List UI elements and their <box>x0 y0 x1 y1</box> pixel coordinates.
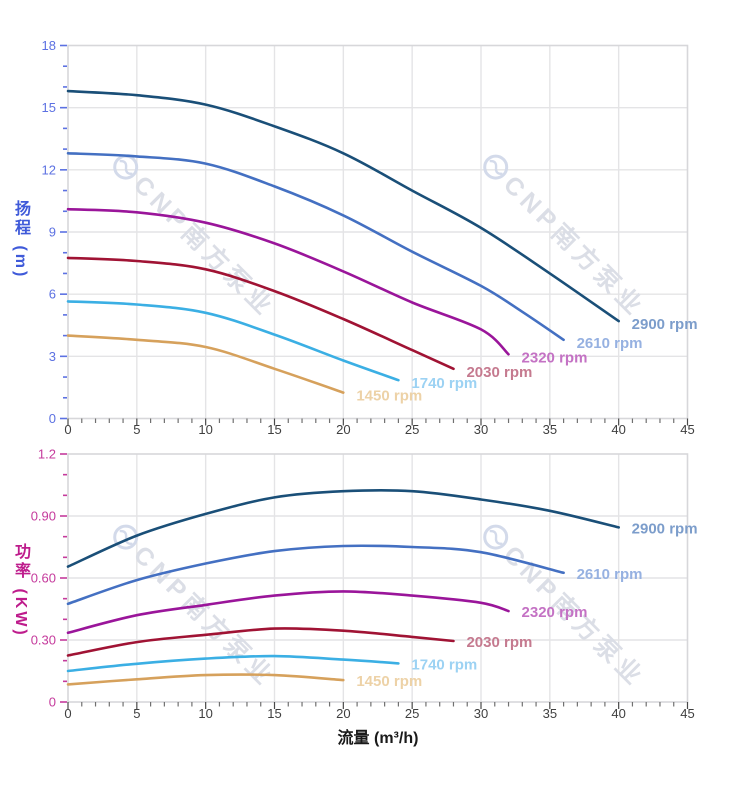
x-tick-label: 20 <box>336 706 350 721</box>
curve-1740-rpm <box>66 654 400 673</box>
watermark-text: CNP南方泵业 <box>128 170 281 323</box>
curve-1740-rpm <box>66 300 400 382</box>
curve-label-2030-rpm: 2030 rpm <box>466 634 532 651</box>
x-tick-label: 10 <box>198 706 212 721</box>
curve-label-2900-rpm: 2900 rpm <box>632 316 698 333</box>
curve-1450-rpm <box>66 673 345 686</box>
curve-1450-rpm <box>66 334 345 394</box>
curve-2610-rpm <box>66 152 565 342</box>
chart-head-vs-flow: 0 5 10 15 20 25 30 35 40 45 0 3 6 9 12 15 18 CNP南方泵业 CNP南方… <box>42 38 698 437</box>
curve-label-2320-rpm: 2320 rpm <box>522 604 588 621</box>
curve-2320-rpm <box>66 207 510 356</box>
y-tick-label: 0.90 <box>31 509 56 524</box>
curve-2900-rpm <box>66 488 620 568</box>
x-tick-label: 5 <box>133 422 140 437</box>
curve-2030-rpm <box>66 256 455 371</box>
cnp-logo-wave-icon <box>119 529 133 546</box>
curve-label-1740-rpm: 1740 rpm <box>411 375 477 392</box>
x-tick-label: 25 <box>405 706 419 721</box>
x-tick-label: 30 <box>474 706 488 721</box>
y-tick-label: 9 <box>49 225 56 240</box>
curve-2030-rpm <box>66 627 455 657</box>
x-tick-label: 15 <box>267 422 281 437</box>
y-tick-label: 12 <box>42 162 56 177</box>
x-tick-label: 10 <box>198 422 212 437</box>
y-axis-title-power: 功率 (KW) <box>12 543 29 638</box>
y-tick-label: 6 <box>49 287 56 302</box>
curve-label-2320-rpm: 2320 rpm <box>522 349 588 366</box>
curve-label-1450-rpm: 1450 rpm <box>356 673 422 690</box>
curve-2900-rpm <box>66 89 620 323</box>
x-tick-label: 5 <box>133 706 140 721</box>
x-ticks <box>67 702 689 709</box>
curve-label-2610-rpm: 2610 rpm <box>577 566 643 583</box>
y-ticks <box>60 453 67 703</box>
y-tick-label: 0 <box>49 411 56 426</box>
y-tick-label: 0.30 <box>31 633 56 648</box>
plot-frame <box>67 44 689 420</box>
y-tick-label: 1.2 <box>38 447 56 462</box>
cnp-logo-icon <box>483 154 509 180</box>
x-tick-label: 45 <box>680 422 694 437</box>
y-axis-title-head: 扬程 (m) <box>12 200 29 280</box>
x-tick-label: 30 <box>474 422 488 437</box>
curve-label-1740-rpm: 1740 rpm <box>411 656 477 673</box>
x-tick-label: 0 <box>64 706 71 721</box>
curve-2320-rpm <box>66 590 510 635</box>
cnp-logo-icon <box>483 524 509 550</box>
x-axis-title-flow: 流量 (m³/h) <box>337 730 419 747</box>
x-tick-label: 35 <box>543 422 557 437</box>
x-tick-label: 40 <box>611 422 625 437</box>
y-tick-label: 0 <box>49 695 56 710</box>
cnp-logo-icon <box>113 154 139 180</box>
x-tick-label: 40 <box>611 706 625 721</box>
cnp-logo-wave-icon <box>119 159 133 176</box>
x-tick-label: 35 <box>543 706 557 721</box>
cnp-logo-wave-icon <box>489 159 503 176</box>
gridlines <box>68 45 688 419</box>
x-tick-label: 45 <box>680 706 694 721</box>
cnp-logo-wave-icon <box>489 529 503 546</box>
x-tick-label: 0 <box>64 422 71 437</box>
y-ticks <box>60 44 67 420</box>
x-tick-label: 25 <box>405 422 419 437</box>
y-tick-label: 0.60 <box>31 571 56 586</box>
chart-power-vs-flow: 0 5 10 15 20 25 30 35 40 4500.300.600.901.2CNP南方泵… <box>31 447 698 722</box>
y-tick-label: 15 <box>42 100 56 115</box>
y-tick-label: 3 <box>49 349 56 364</box>
x-tick-label: 15 <box>267 706 281 721</box>
curve-label-2610-rpm: 2610 rpm <box>577 335 643 352</box>
curve-label-1450-rpm: 1450 rpm <box>356 388 422 405</box>
curve-label-2030-rpm: 2030 rpm <box>466 364 532 381</box>
curve-label-2900-rpm: 2900 rpm <box>632 520 698 537</box>
watermark: CNP南方泵业 <box>483 154 651 323</box>
watermark-text: CNP南方泵业 <box>498 170 651 323</box>
x-ticks <box>67 418 689 426</box>
curve-2610-rpm <box>66 544 565 606</box>
x-tick-label: 20 <box>336 422 350 437</box>
plot-frame <box>67 453 689 703</box>
y-tick-label: 18 <box>42 38 56 53</box>
